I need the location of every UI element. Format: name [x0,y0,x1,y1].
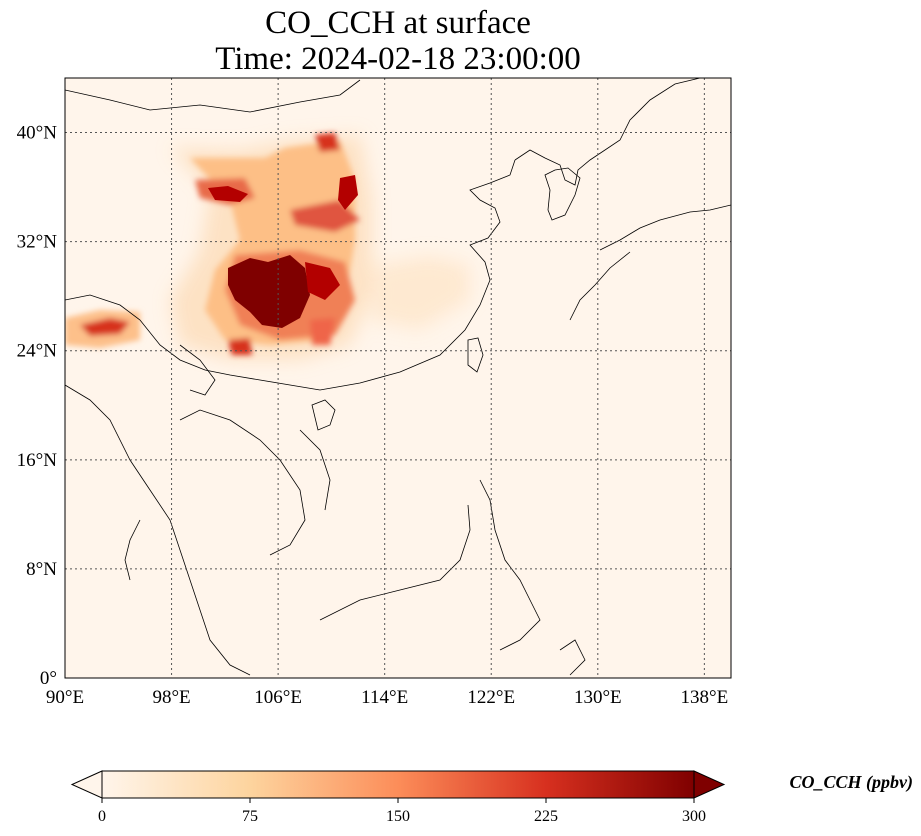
lon-tick-label: 114°E [361,687,408,708]
lon-tick-label: 138°E [681,687,729,708]
lat-tick-label: 8°N [26,559,57,580]
plot-subtitle-time: Time: 2024-02-18 23:00:00 [215,41,581,77]
colorbar-tick-label: 75 [242,808,258,825]
colorbar-tick-label: 0 [98,808,106,825]
colorbar-tick-label: 300 [682,808,706,825]
lon-tick-label: 98°E [152,687,190,708]
lat-tick-label: 16°N [17,450,58,471]
colorbar: 0 75 150 225 300 CO_CCH (ppbv) [70,770,914,825]
lon-tick-label: 130°E [574,687,622,708]
colorbar-tick-label: 225 [534,808,558,825]
map-frame [64,77,732,679]
colorbar-max-extend [693,770,726,799]
lat-tick-label: 0° [40,668,57,689]
plot-title: CO_CCH at surface [265,5,531,41]
map-background [65,78,731,678]
lon-tick-label: 90°E [46,687,84,708]
longitude-axis: 90°E 98°E 106°E 114°E 122°E 130°E 138°E [46,687,728,708]
lat-tick-label: 24°N [17,341,58,362]
colorbar-label: CO_CCH (ppbv) [790,772,914,793]
lon-tick-label: 106°E [254,687,302,708]
colorbar-min-extend [70,770,103,799]
colorbar-gradient [102,771,694,798]
map-gridlines [65,78,731,678]
co-concentration-field [65,133,470,360]
colorbar-tick-label: 150 [386,808,410,825]
lat-tick-label: 32°N [17,232,58,253]
lat-tick-label: 40°N [17,123,58,144]
latitude-axis: 0° 8°N 16°N 24°N 32°N 40°N [17,123,58,689]
lon-tick-label: 122°E [467,687,515,708]
